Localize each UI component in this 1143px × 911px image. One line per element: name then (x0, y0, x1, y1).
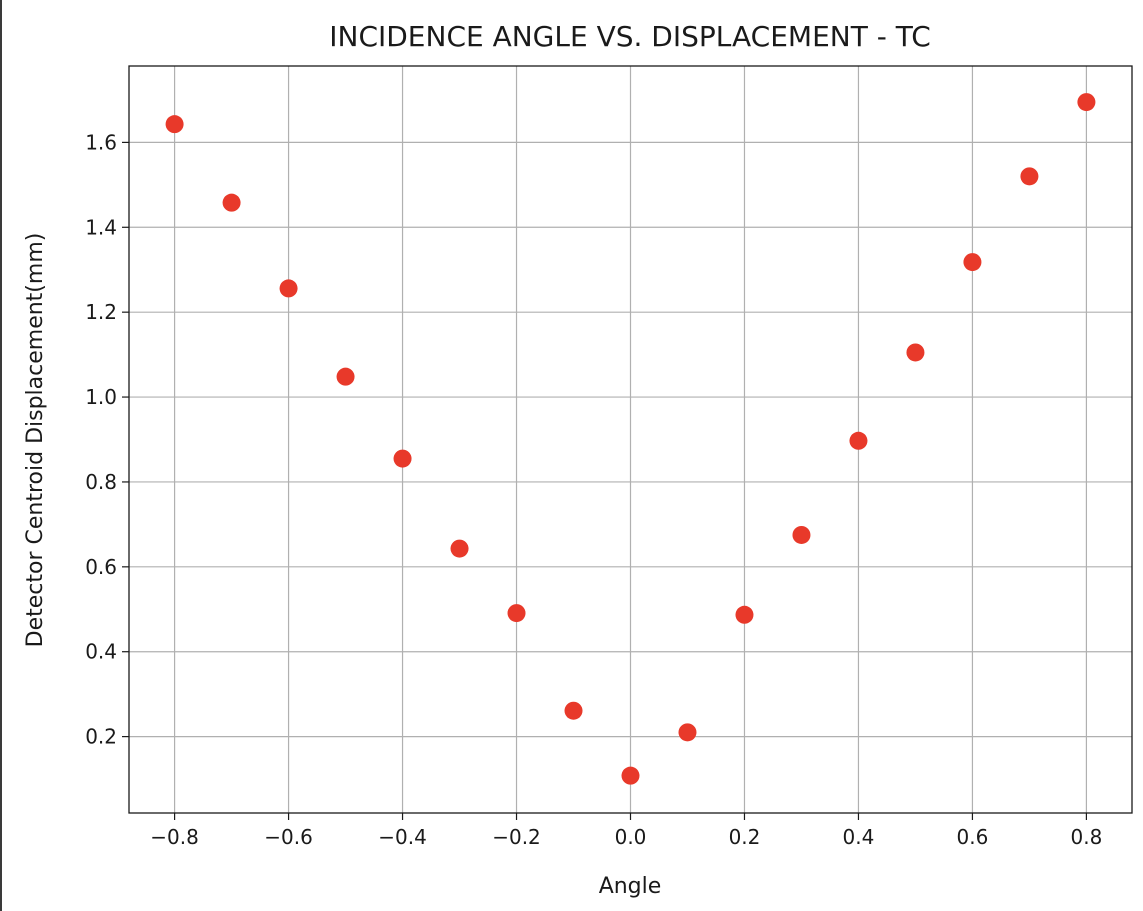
data-points (165, 93, 1096, 785)
y-tick-label: 0.6 (85, 555, 117, 579)
data-point (849, 431, 868, 450)
data-point (621, 766, 640, 785)
x-tick-label: 0.6 (957, 825, 989, 849)
y-tick-label: 1.0 (85, 385, 117, 409)
data-point (393, 449, 412, 468)
data-point (507, 604, 526, 623)
x-tick-label: 0.2 (729, 825, 761, 849)
data-point (1020, 167, 1039, 186)
data-point (165, 115, 184, 134)
data-point (906, 343, 925, 362)
x-tick-label: 0.4 (843, 825, 875, 849)
chart-title: INCIDENCE ANGLE VS. DISPLACEMENT - TC (329, 20, 931, 53)
data-point (678, 723, 697, 742)
grid (129, 66, 1132, 813)
y-tick-label: 0.2 (85, 725, 117, 749)
x-tick-label: −0.2 (492, 825, 541, 849)
data-point (1077, 93, 1096, 112)
x-tick-label: 0.0 (615, 825, 647, 849)
axis-ticks: −0.8 −0.6 −0.4 −0.2 0.0 0.2 0.4 0.6 0.8 0.2 0.4 0.6… (85, 130, 1102, 849)
y-tick-label: 0.4 (85, 640, 117, 664)
y-tick-label: 1.2 (85, 300, 117, 324)
y-tick-label: 1.4 (85, 215, 117, 239)
x-tick-label: −0.6 (264, 825, 313, 849)
data-point (735, 605, 754, 624)
x-axis-label: Angle (599, 874, 662, 899)
x-tick-label: −0.4 (378, 825, 427, 849)
data-point (279, 279, 298, 298)
y-tick-label: 0.8 (85, 470, 117, 494)
data-point (222, 193, 241, 212)
data-point (336, 367, 355, 386)
data-point (450, 539, 469, 558)
y-axis-label: Detector Centroid Displacement(mm) (23, 233, 48, 648)
data-point (564, 701, 583, 720)
x-tick-label: −0.8 (150, 825, 199, 849)
x-tick-label: 0.8 (1071, 825, 1103, 849)
data-point (792, 525, 811, 544)
data-point (963, 253, 982, 272)
y-tick-label: 1.6 (85, 130, 117, 154)
